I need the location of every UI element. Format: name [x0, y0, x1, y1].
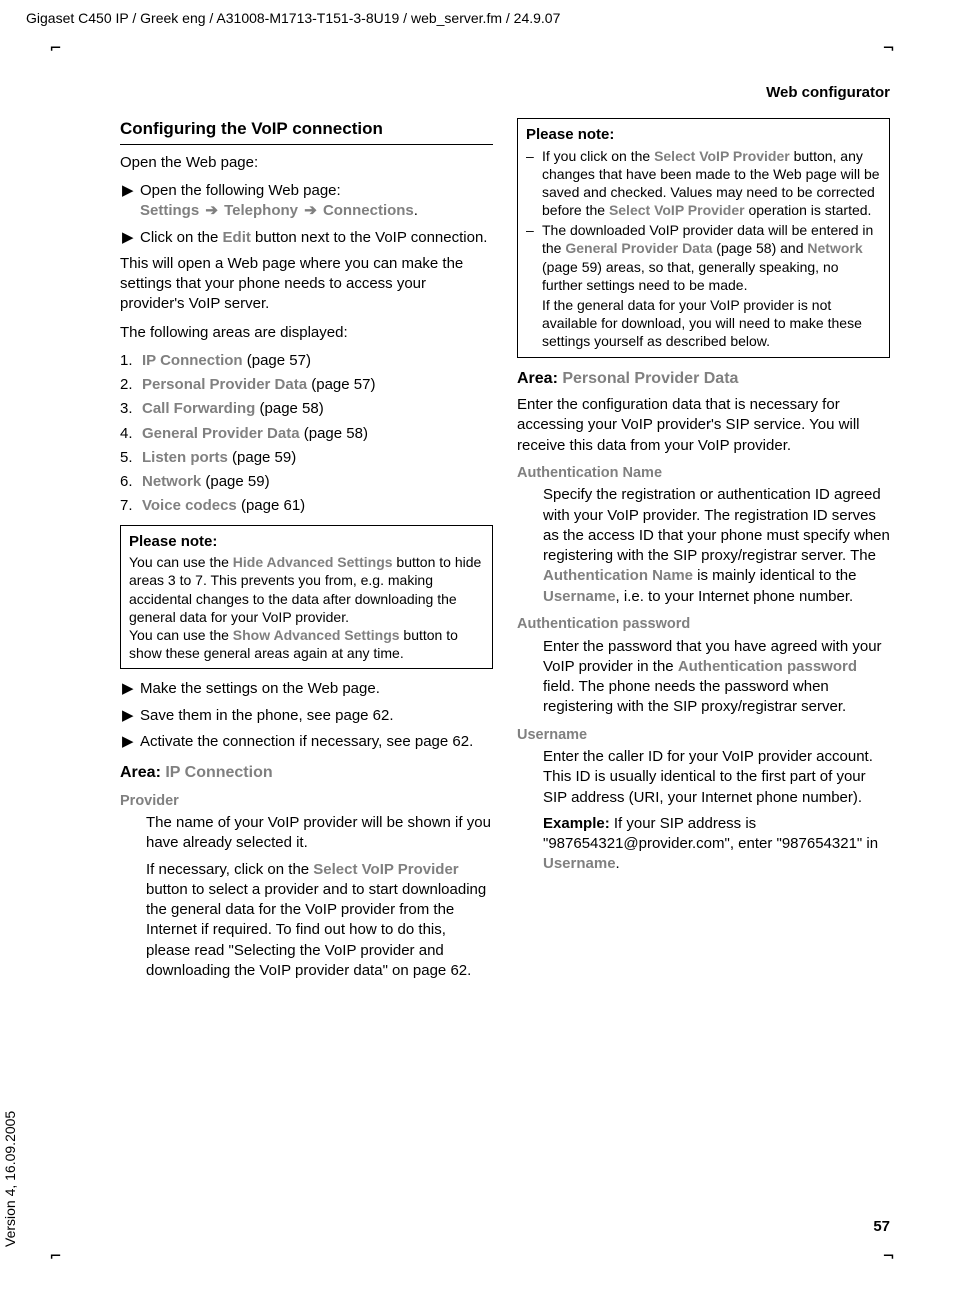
- note-title-right: Please note:: [526, 125, 881, 145]
- auth-name-desc: Specify the registration or authenticati…: [517, 485, 890, 607]
- list-item: 4.General Provider Data (page 58): [120, 424, 493, 444]
- area-personal-provider: Area: Personal Provider Data: [517, 368, 890, 390]
- note-box-left: Please note: You can use the Hide Advanc…: [120, 525, 493, 670]
- note-dash-2: – The downloaded VoIP provider data will…: [526, 221, 881, 294]
- list-item: 6.Network (page 59): [120, 472, 493, 492]
- crop-mark-tl: ⌐: [50, 38, 61, 59]
- list-item: 3.Call Forwarding (page 58): [120, 399, 493, 419]
- step-open-page: ▶ Open the following Web page: Settings …: [120, 181, 493, 222]
- step2a: Click on the: [140, 229, 223, 246]
- username-desc1: Enter the caller ID for your VoIP provid…: [517, 747, 890, 808]
- auth-pass-desc: Enter the password that you have agreed …: [517, 637, 890, 718]
- crop-mark-bl: ⌐: [50, 1246, 61, 1267]
- step-click-edit: ▶ Click on the Edit button next to the V…: [120, 228, 493, 248]
- step2b: button next to the VoIP connection.: [251, 229, 488, 246]
- username-label: Username: [517, 726, 890, 746]
- triangle-icon: ▶: [122, 732, 140, 752]
- nav-arrow-icon: ➔: [205, 201, 218, 221]
- nav-connections: Connections: [323, 202, 414, 219]
- crop-mark-tr: ¬: [883, 38, 894, 59]
- action-item: ▶Make the settings on the Web page.: [120, 679, 493, 699]
- right-column: Please note: – If you click on the Selec…: [517, 118, 890, 987]
- action-list: ▶Make the settings on the Web page. ▶Save…: [120, 679, 493, 752]
- provider-desc1: The name of your VoIP provider will be s…: [120, 813, 493, 854]
- area2-intro: Enter the configuration data that is nec…: [517, 395, 890, 456]
- content-area: Configuring the VoIP connection Open the…: [120, 118, 890, 987]
- version-footer: Version 4, 16.09.2005: [2, 1111, 18, 1247]
- section-header: Web configurator: [766, 84, 890, 101]
- list-item: 1.IP Connection (page 57): [120, 351, 493, 371]
- step1-prefix: Open the following Web page:: [140, 182, 341, 199]
- triangle-icon: ▶: [122, 679, 140, 699]
- note-line2: You can use the Show Advanced Settings b…: [129, 626, 484, 662]
- area-ip-connection: Area: IP Connection: [120, 762, 493, 784]
- left-column: Configuring the VoIP connection Open the…: [120, 118, 493, 987]
- nav-settings: Settings: [140, 202, 199, 219]
- action-item: ▶Save them in the phone, see page 62.: [120, 706, 493, 726]
- note-title: Please note:: [129, 532, 484, 552]
- auth-pass-label: Authentication password: [517, 615, 890, 635]
- note-box-right: Please note: – If you click on the Selec…: [517, 118, 890, 358]
- username-example: Example: If your SIP address is "9876543…: [517, 814, 890, 875]
- list-item: 2.Personal Provider Data (page 57): [120, 375, 493, 395]
- action-item: ▶Activate the connection if necessary, s…: [120, 732, 493, 752]
- nav-arrow-icon: ➔: [304, 201, 317, 221]
- nav-telephony: Telephony: [224, 202, 298, 219]
- area-list: 1.IP Connection (page 57) 2.Personal Prov…: [120, 351, 493, 517]
- provider-label: Provider: [120, 792, 493, 812]
- edit-label: Edit: [223, 229, 251, 246]
- list-item: 5.Listen ports (page 59): [120, 448, 493, 468]
- auth-name-label: Authentication Name: [517, 464, 890, 484]
- crop-mark-br: ¬: [883, 1246, 894, 1267]
- triangle-icon: ▶: [122, 181, 140, 222]
- triangle-icon: ▶: [122, 706, 140, 726]
- note-dash-2-cont: If the general data for your VoIP provid…: [526, 296, 881, 351]
- note-dash-1: – If you click on the Select VoIP Provid…: [526, 147, 881, 220]
- note-line1: You can use the Hide Advanced Settings b…: [129, 553, 484, 626]
- provider-desc2: If necessary, click on the Select VoIP P…: [120, 860, 493, 982]
- main-heading: Configuring the VoIP connection: [120, 118, 493, 145]
- page-number: 57: [873, 1218, 890, 1235]
- triangle-icon: ▶: [122, 228, 140, 248]
- para-settings: This will open a Web page where you can …: [120, 254, 493, 315]
- doc-header: Gigaset C450 IP / Greek eng / A31008-M17…: [26, 10, 560, 26]
- para-areas: The following areas are displayed:: [120, 323, 493, 343]
- open-line: Open the Web page:: [120, 153, 493, 173]
- list-item: 7.Voice codecs (page 61): [120, 496, 493, 516]
